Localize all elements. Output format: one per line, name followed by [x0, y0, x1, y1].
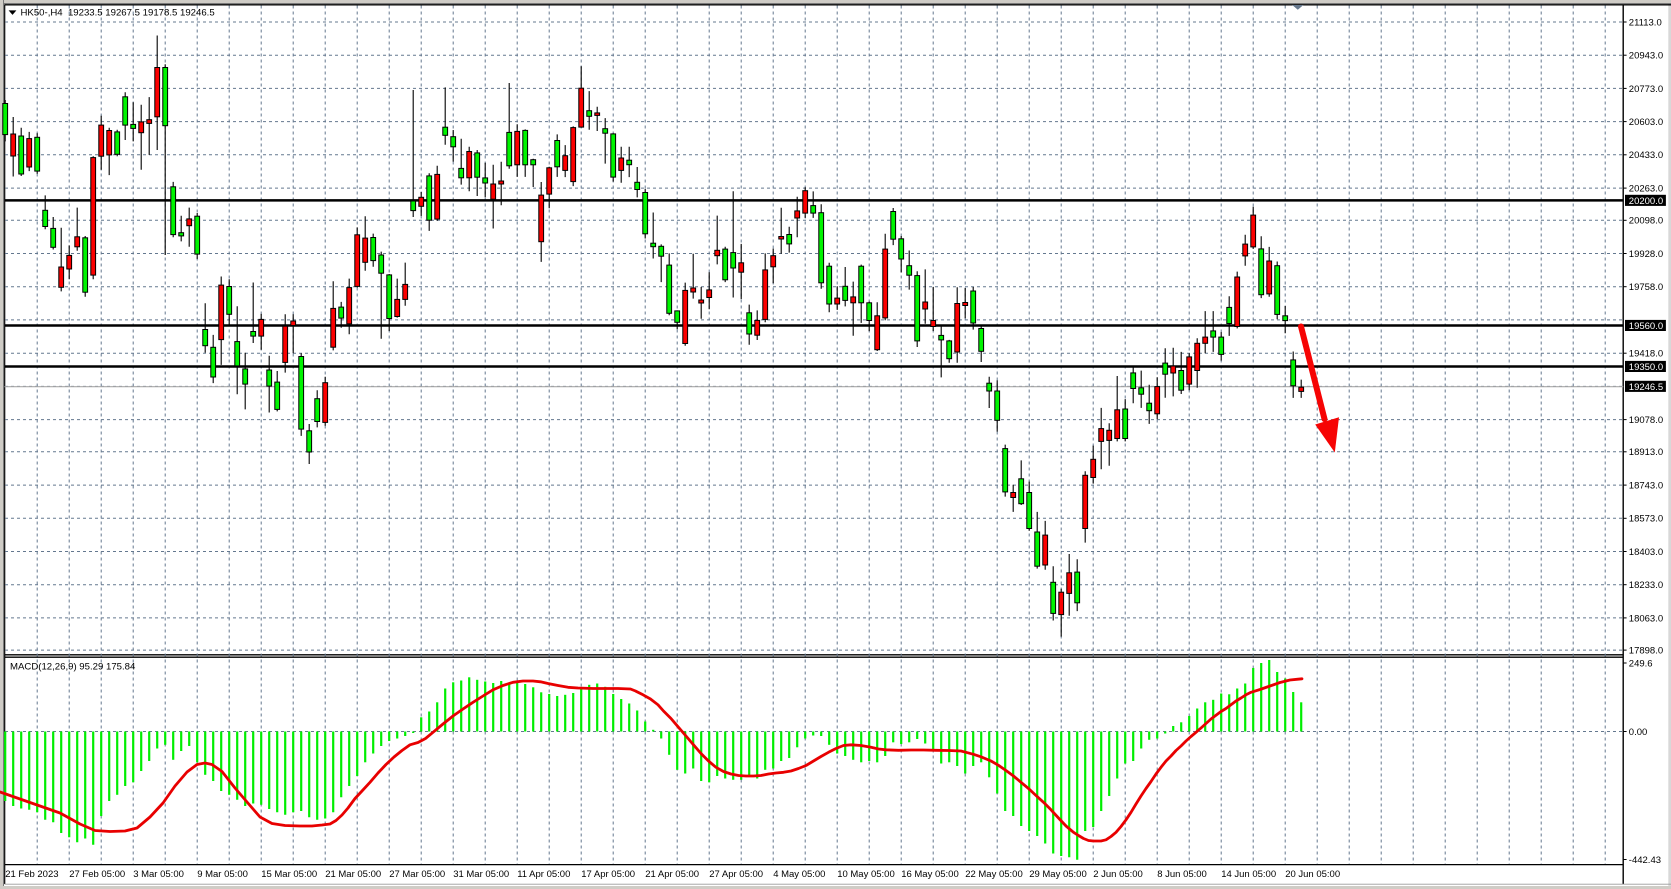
svg-text:19560.0: 19560.0	[1629, 321, 1663, 332]
svg-text:21113.0: 21113.0	[1629, 17, 1662, 28]
svg-text:8 Jun 05:00: 8 Jun 05:00	[1157, 869, 1207, 880]
svg-text:20098.0: 20098.0	[1629, 216, 1663, 227]
svg-text:19928.0: 19928.0	[1629, 249, 1663, 260]
svg-text:15 Mar 05:00: 15 Mar 05:00	[261, 869, 317, 880]
svg-text:20 Jun 05:00: 20 Jun 05:00	[1285, 869, 1340, 880]
svg-text:20603.0: 20603.0	[1629, 117, 1663, 128]
svg-text:3 Mar 05:00: 3 Mar 05:00	[133, 869, 184, 880]
svg-text:20943.0: 20943.0	[1629, 51, 1663, 62]
svg-text:249.6: 249.6	[1629, 658, 1653, 669]
svg-text:20263.0: 20263.0	[1629, 184, 1663, 195]
svg-text:18063.0: 18063.0	[1629, 613, 1663, 624]
svg-text:19758.0: 19758.0	[1629, 282, 1663, 293]
svg-text:0.00: 0.00	[1629, 727, 1648, 738]
svg-text:19246.5: 19246.5	[1629, 382, 1663, 393]
svg-text:21 Feb 2023: 21 Feb 2023	[5, 869, 58, 880]
svg-text:2 Jun 05:00: 2 Jun 05:00	[1093, 869, 1143, 880]
svg-text:HK50-,H4 19233.5 19267.5 1917: HK50-,H4 19233.5 19267.5 19178.5 19246.5	[21, 8, 215, 19]
svg-text:18913.0: 18913.0	[1629, 447, 1663, 458]
svg-text:27 Apr 05:00: 27 Apr 05:00	[709, 869, 763, 880]
svg-text:17 Apr 05:00: 17 Apr 05:00	[581, 869, 635, 880]
svg-text:22 May 05:00: 22 May 05:00	[965, 869, 1023, 880]
svg-text:16 May 05:00: 16 May 05:00	[901, 869, 959, 880]
svg-text:19350.0: 19350.0	[1629, 362, 1663, 373]
svg-text:21 Mar 05:00: 21 Mar 05:00	[325, 869, 381, 880]
svg-text:18573.0: 18573.0	[1629, 514, 1663, 525]
svg-text:29 May 05:00: 29 May 05:00	[1029, 869, 1087, 880]
svg-text:18403.0: 18403.0	[1629, 547, 1663, 558]
svg-text:31 Mar 05:00: 31 Mar 05:00	[453, 869, 509, 880]
svg-text:20773.0: 20773.0	[1629, 84, 1663, 95]
svg-text:19078.0: 19078.0	[1629, 415, 1663, 426]
svg-text:-442.43: -442.43	[1629, 855, 1661, 866]
svg-text:21 Apr 05:00: 21 Apr 05:00	[645, 869, 699, 880]
svg-text:11 Apr 05:00: 11 Apr 05:00	[517, 869, 570, 880]
svg-text:4 May 05:00: 4 May 05:00	[773, 869, 825, 880]
svg-text:14 Jun 05:00: 14 Jun 05:00	[1221, 869, 1276, 880]
svg-text:18743.0: 18743.0	[1629, 481, 1663, 492]
svg-text:10 May 05:00: 10 May 05:00	[837, 869, 895, 880]
svg-text:9 Mar 05:00: 9 Mar 05:00	[197, 869, 248, 880]
svg-text:MACD(12,26,9) 95.29 175.84: MACD(12,26,9) 95.29 175.84	[10, 661, 136, 672]
svg-text:27 Feb 05:00: 27 Feb 05:00	[69, 869, 125, 880]
svg-text:18233.0: 18233.0	[1629, 580, 1663, 591]
svg-text:20200.0: 20200.0	[1629, 196, 1663, 207]
svg-text:20433.0: 20433.0	[1629, 150, 1663, 161]
svg-text:17898.0: 17898.0	[1629, 646, 1663, 657]
svg-text:19418.0: 19418.0	[1629, 349, 1663, 360]
svg-text:27 Mar 05:00: 27 Mar 05:00	[389, 869, 445, 880]
